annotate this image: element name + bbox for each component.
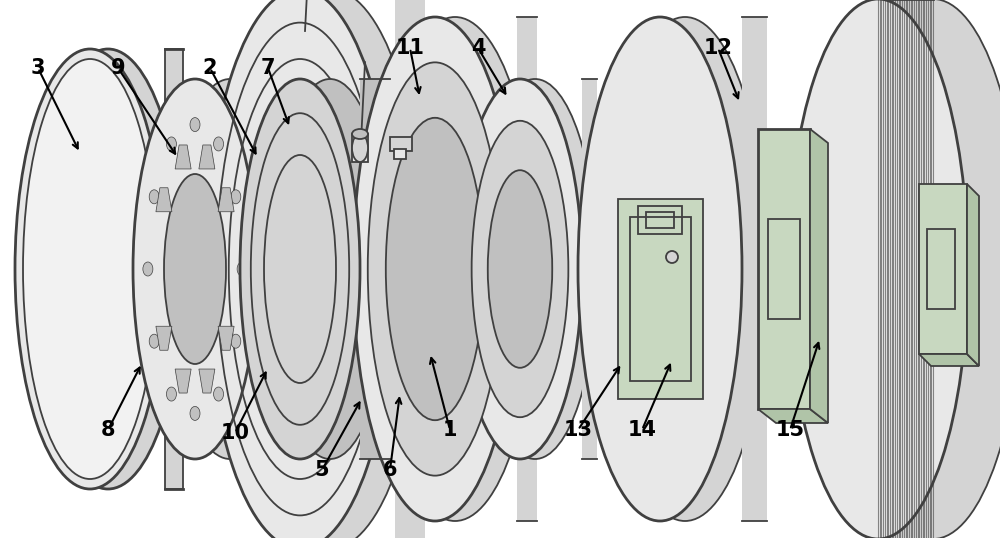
Ellipse shape (578, 17, 742, 521)
Text: 7: 7 (261, 58, 275, 78)
Ellipse shape (373, 17, 537, 521)
Ellipse shape (168, 79, 292, 459)
Polygon shape (165, 49, 183, 489)
Polygon shape (967, 184, 979, 366)
Ellipse shape (164, 174, 226, 364)
Text: 13: 13 (564, 420, 592, 440)
Text: 14: 14 (628, 420, 656, 440)
Ellipse shape (15, 49, 165, 489)
Polygon shape (257, 79, 292, 459)
Ellipse shape (386, 118, 484, 420)
Bar (390, 137, 412, 151)
Polygon shape (199, 369, 215, 393)
Ellipse shape (352, 129, 368, 139)
Polygon shape (175, 145, 191, 169)
Ellipse shape (33, 49, 183, 489)
Ellipse shape (368, 62, 502, 476)
Ellipse shape (473, 79, 597, 459)
Ellipse shape (231, 190, 241, 204)
Polygon shape (360, 79, 390, 459)
Polygon shape (156, 188, 172, 212)
Bar (352, 134, 368, 162)
Ellipse shape (237, 262, 247, 276)
Polygon shape (175, 369, 191, 393)
Text: 11: 11 (396, 38, 424, 58)
Text: 10: 10 (220, 423, 250, 443)
Ellipse shape (133, 79, 257, 459)
Text: 9: 9 (111, 58, 125, 78)
Bar (919, 184, 967, 354)
Polygon shape (517, 17, 537, 521)
Ellipse shape (23, 59, 157, 479)
Polygon shape (582, 79, 597, 459)
Text: 6: 6 (383, 460, 397, 480)
Ellipse shape (352, 134, 368, 162)
Ellipse shape (666, 251, 678, 263)
Ellipse shape (458, 79, 582, 459)
Text: 15: 15 (775, 420, 805, 440)
Polygon shape (878, 0, 933, 538)
Ellipse shape (166, 387, 176, 401)
Ellipse shape (205, 0, 395, 538)
Text: 8: 8 (101, 420, 115, 440)
Ellipse shape (214, 387, 224, 401)
Ellipse shape (166, 137, 176, 151)
Ellipse shape (240, 79, 360, 459)
Polygon shape (810, 129, 828, 423)
Ellipse shape (603, 17, 767, 521)
Bar (758, 129, 810, 409)
Polygon shape (199, 145, 215, 169)
Ellipse shape (231, 334, 241, 348)
Ellipse shape (472, 121, 568, 417)
Ellipse shape (488, 170, 552, 368)
Ellipse shape (143, 262, 153, 276)
Ellipse shape (190, 118, 200, 132)
Ellipse shape (235, 0, 425, 538)
Ellipse shape (214, 137, 224, 151)
Polygon shape (919, 354, 979, 366)
Ellipse shape (270, 79, 390, 459)
Text: 1: 1 (443, 420, 457, 440)
Ellipse shape (149, 334, 159, 348)
Text: 2: 2 (203, 58, 217, 78)
Text: 12: 12 (704, 38, 732, 58)
Bar (394, 149, 406, 159)
Bar (618, 199, 703, 399)
Text: 3: 3 (31, 58, 45, 78)
Bar (646, 212, 674, 228)
Bar (630, 217, 691, 381)
Ellipse shape (190, 406, 200, 420)
Ellipse shape (149, 190, 159, 204)
Polygon shape (218, 326, 234, 350)
Polygon shape (218, 188, 234, 212)
Polygon shape (156, 326, 172, 350)
Polygon shape (742, 17, 767, 521)
Text: 4: 4 (471, 38, 485, 58)
Ellipse shape (843, 0, 1000, 538)
Ellipse shape (788, 0, 968, 538)
Bar (927, 229, 955, 309)
Polygon shape (758, 409, 828, 423)
Polygon shape (395, 0, 425, 538)
Bar (768, 219, 800, 319)
Ellipse shape (353, 17, 517, 521)
Bar (638, 206, 682, 234)
Text: 5: 5 (315, 460, 329, 480)
